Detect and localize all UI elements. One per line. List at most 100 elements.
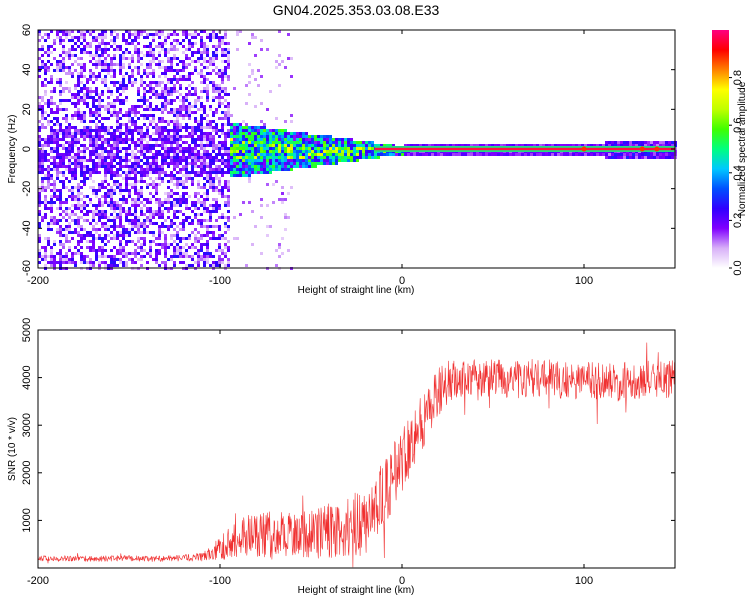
spectrogram-cell bbox=[158, 84, 161, 87]
spectrogram-cell bbox=[110, 225, 113, 228]
spectrogram-cell bbox=[59, 108, 62, 111]
spectrogram-cell bbox=[281, 252, 284, 255]
spectrogram-cell bbox=[203, 42, 206, 45]
spectrogram-cell bbox=[113, 108, 116, 111]
spectrogram-cell bbox=[341, 159, 344, 162]
spectrogram-cell bbox=[629, 141, 632, 144]
spectrogram-cell bbox=[71, 102, 74, 105]
spectrogram-cell bbox=[128, 81, 131, 84]
spectrogram-cell bbox=[41, 60, 44, 63]
spectrogram-cell bbox=[113, 183, 116, 186]
spectrogram-cell bbox=[200, 225, 203, 228]
spectrogram-cell bbox=[206, 87, 209, 90]
spectrogram-cell bbox=[176, 156, 179, 159]
spectrogram-cell bbox=[167, 99, 170, 102]
spectrogram-cell bbox=[80, 69, 83, 72]
spectrogram-cell bbox=[569, 144, 572, 147]
spectrogram-cell bbox=[338, 144, 341, 147]
spectrogram-cell bbox=[47, 243, 50, 246]
spectrogram-cell bbox=[74, 246, 77, 249]
spectrogram-cell bbox=[80, 225, 83, 228]
spectrogram-cell bbox=[146, 66, 149, 69]
spectrogram-cell bbox=[134, 129, 137, 132]
spectrogram-cell bbox=[179, 195, 182, 198]
spectrogram-cell bbox=[335, 138, 338, 141]
spectrogram-cell bbox=[224, 87, 227, 90]
spectrogram-cell bbox=[389, 153, 392, 156]
spectrogram-cell bbox=[50, 249, 53, 252]
spectrogram-cell bbox=[128, 153, 131, 156]
spectrogram-cell bbox=[278, 150, 281, 153]
spectrogram-cell bbox=[293, 150, 296, 153]
spectrogram-cell bbox=[53, 150, 56, 153]
spectrogram-cell bbox=[86, 78, 89, 81]
spectrogram-cell bbox=[176, 114, 179, 117]
spectrogram-cell bbox=[188, 72, 191, 75]
spectrogram-cell bbox=[278, 30, 281, 33]
spectrogram-cell bbox=[158, 177, 161, 180]
spectrogram-cell bbox=[221, 123, 224, 126]
spectrogram-cell bbox=[152, 195, 155, 198]
spectrogram-cell bbox=[41, 63, 44, 66]
spectrogram-cell bbox=[365, 153, 368, 156]
spectrogram-cell bbox=[80, 132, 83, 135]
spectrogram-cell bbox=[158, 81, 161, 84]
spectrogram-cell bbox=[197, 165, 200, 168]
spectrogram-cell bbox=[128, 51, 131, 54]
spectrogram-cell bbox=[62, 33, 65, 36]
spectrogram-cell bbox=[128, 183, 131, 186]
spectrogram-cell bbox=[191, 72, 194, 75]
spectrogram-cell bbox=[476, 153, 479, 156]
spectrogram-cell bbox=[134, 165, 137, 168]
spectrogram-cell bbox=[128, 63, 131, 66]
spectrogram-cell bbox=[131, 42, 134, 45]
spectrogram-cell bbox=[92, 63, 95, 66]
colorbar-gradient bbox=[712, 30, 729, 268]
spectrogram-cell bbox=[164, 129, 167, 132]
spectrogram-cell bbox=[125, 255, 128, 258]
spectrogram-cell bbox=[146, 150, 149, 153]
spectrogram-cell bbox=[197, 249, 200, 252]
spectrogram-cell bbox=[326, 144, 329, 147]
spectrogram-cell bbox=[155, 243, 158, 246]
spectrogram-cell bbox=[479, 144, 482, 147]
spectrogram-cell bbox=[131, 252, 134, 255]
spectrogram-cell bbox=[134, 120, 137, 123]
spectrogram-cell bbox=[50, 198, 53, 201]
spectrogram-cell bbox=[143, 153, 146, 156]
spectrogram-cell bbox=[206, 171, 209, 174]
spectrogram-cell bbox=[188, 42, 191, 45]
spectrogram-cell bbox=[287, 135, 290, 138]
spectrogram-cell bbox=[143, 168, 146, 171]
spectrogram-cell bbox=[224, 165, 227, 168]
spectrogram-cell bbox=[74, 114, 77, 117]
spectrogram-cell bbox=[647, 156, 650, 159]
spectrogram-cell bbox=[143, 180, 146, 183]
spectrogram-cell bbox=[212, 81, 215, 84]
spectrogram-cell bbox=[221, 54, 224, 57]
spectrogram-cell bbox=[89, 120, 92, 123]
spectrogram-cell bbox=[107, 162, 110, 165]
spectrogram-cell bbox=[71, 75, 74, 78]
spectrogram-cell bbox=[110, 192, 113, 195]
spectrogram-cell bbox=[56, 36, 59, 39]
spectrogram-cell bbox=[206, 84, 209, 87]
spectrogram-cell bbox=[254, 132, 257, 135]
spectrogram-cell bbox=[260, 135, 263, 138]
spectrogram-cell bbox=[224, 243, 227, 246]
spectrogram-cell bbox=[632, 156, 635, 159]
spectrogram-cell bbox=[98, 147, 101, 150]
spectrogram-cell bbox=[158, 36, 161, 39]
spectrogram-cell bbox=[146, 51, 149, 54]
spectrogram-cell bbox=[119, 213, 122, 216]
spectrogram-cell bbox=[53, 159, 56, 162]
spectrogram-cell bbox=[221, 147, 224, 150]
spectrogram-cell bbox=[44, 153, 47, 156]
spectrogram-cell bbox=[191, 126, 194, 129]
spectrogram-cell bbox=[113, 246, 116, 249]
spectrogram-cell bbox=[38, 168, 41, 171]
spectrogram-cell bbox=[119, 240, 122, 243]
spectrogram-cell bbox=[116, 87, 119, 90]
spectrogram-cell bbox=[164, 54, 167, 57]
